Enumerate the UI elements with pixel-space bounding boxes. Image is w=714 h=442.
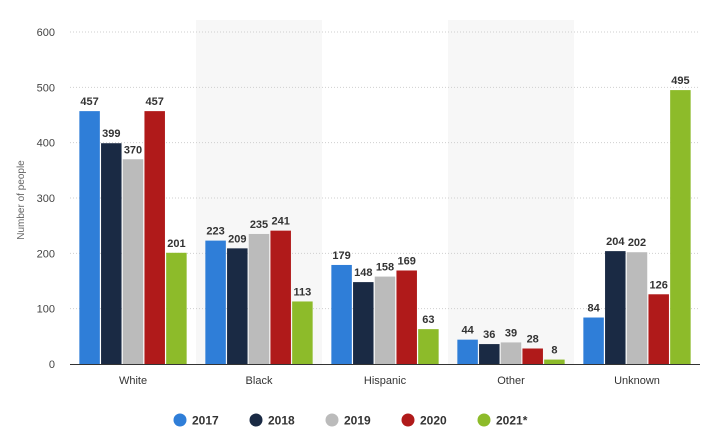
data-label-black-2017: 223 [206, 226, 224, 238]
bar-unknown-2017 [583, 317, 604, 364]
data-label-black-2018: 209 [228, 233, 246, 245]
bar-white-2019 [122, 159, 144, 364]
bar-hispanic-2021 [418, 329, 439, 364]
x-tick-hispanic: Hispanic [364, 375, 407, 387]
data-label-other-2017: 44 [461, 325, 474, 337]
legend-label-2019: 2019 [344, 414, 371, 428]
bar-other-2019 [500, 342, 522, 364]
data-label-other-2020: 28 [527, 334, 539, 346]
data-label-unknown-2017: 84 [587, 303, 600, 315]
bar-black-2021 [292, 301, 313, 364]
bar-unknown-2020 [648, 294, 669, 364]
legend-label-2017: 2017 [192, 414, 219, 428]
y-tick-200: 200 [37, 248, 55, 260]
bar-black-2018 [227, 248, 248, 364]
x-axis-categories: White Black Hispanic Other Unknown [119, 375, 660, 387]
legend-marker-2018 [249, 413, 263, 427]
bar-other-2021 [544, 359, 565, 364]
y-tick-300: 300 [37, 193, 55, 205]
legend-label-2020: 2020 [420, 414, 447, 428]
legend-marker-2017 [173, 413, 187, 427]
legend-marker-2021 [477, 413, 491, 427]
bar-other-2017 [457, 339, 478, 364]
x-tick-unknown: Unknown [614, 375, 660, 387]
bar-unknown-2018 [605, 251, 626, 364]
legend-label-2018: 2018 [268, 414, 295, 428]
data-label-black-2019: 235 [250, 219, 268, 231]
data-label-other-2018: 36 [483, 329, 495, 341]
bar-hispanic-2019 [374, 276, 396, 364]
data-label-unknown-2020: 126 [650, 279, 668, 291]
data-label-hispanic-2020: 169 [398, 255, 416, 267]
data-labels: 457 399 370 457 201 223 209 235 241 113 179 148 158 1… [80, 75, 689, 356]
legend-marker-2020 [401, 413, 415, 427]
legend-item-2019: 2019 [325, 413, 371, 428]
bar-hispanic-2017 [331, 264, 352, 364]
bar-black-2017 [205, 240, 226, 364]
y-tick-400: 400 [37, 138, 55, 150]
legend-item-2021: 2021* [477, 413, 528, 428]
data-label-hispanic-2017: 179 [332, 250, 350, 262]
data-label-hispanic-2019: 158 [376, 262, 394, 274]
data-label-hispanic-2021: 63 [422, 314, 434, 326]
bar-black-2019 [248, 233, 270, 364]
bar-white-2020 [144, 111, 165, 364]
data-label-white-2019: 370 [124, 144, 142, 156]
bar-unknown-2019 [626, 252, 648, 364]
bar-unknown-2021 [670, 90, 691, 364]
bar-white-2017 [79, 111, 100, 364]
y-tick-500: 500 [37, 82, 55, 94]
bar-other-2020 [522, 348, 543, 364]
data-label-white-2020: 457 [146, 96, 164, 108]
legend-label-2021: 2021* [496, 414, 528, 428]
x-tick-black: Black [246, 375, 273, 387]
data-label-unknown-2019: 202 [628, 237, 646, 249]
bars [79, 90, 691, 364]
y-tick-600: 600 [37, 27, 55, 39]
data-label-unknown-2018: 204 [606, 236, 625, 248]
legend-item-2018: 2018 [249, 413, 295, 428]
bar-hispanic-2018 [353, 282, 374, 364]
y-axis-ticks: 0 100 200 300 400 500 600 [37, 27, 55, 371]
legend-item-2020: 2020 [401, 413, 447, 428]
legend: 2017 2018 2019 2020 2021* [173, 413, 528, 428]
bar-black-2020 [270, 230, 291, 364]
data-label-other-2021: 8 [551, 345, 557, 357]
y-axis-label: Number of people [16, 160, 27, 240]
data-label-white-2018: 399 [102, 128, 120, 140]
bar-hispanic-2020 [396, 270, 417, 364]
data-label-black-2021: 113 [294, 286, 312, 298]
bar-white-2021 [166, 252, 187, 364]
y-tick-100: 100 [37, 304, 55, 316]
data-label-hispanic-2018: 148 [354, 267, 372, 279]
data-label-white-2021: 201 [167, 238, 185, 250]
data-label-other-2019: 39 [505, 327, 517, 339]
bar-other-2018 [479, 344, 500, 364]
y-tick-0: 0 [49, 359, 55, 371]
legend-item-2017: 2017 [173, 413, 219, 428]
x-tick-white: White [119, 375, 147, 387]
data-label-white-2017: 457 [80, 96, 98, 108]
x-tick-other: Other [497, 375, 525, 387]
data-label-black-2020: 241 [272, 216, 290, 228]
data-label-unknown-2021: 495 [671, 75, 689, 87]
band-other [448, 20, 574, 364]
legend-marker-2019 [325, 413, 339, 427]
bar-white-2018 [101, 143, 122, 364]
